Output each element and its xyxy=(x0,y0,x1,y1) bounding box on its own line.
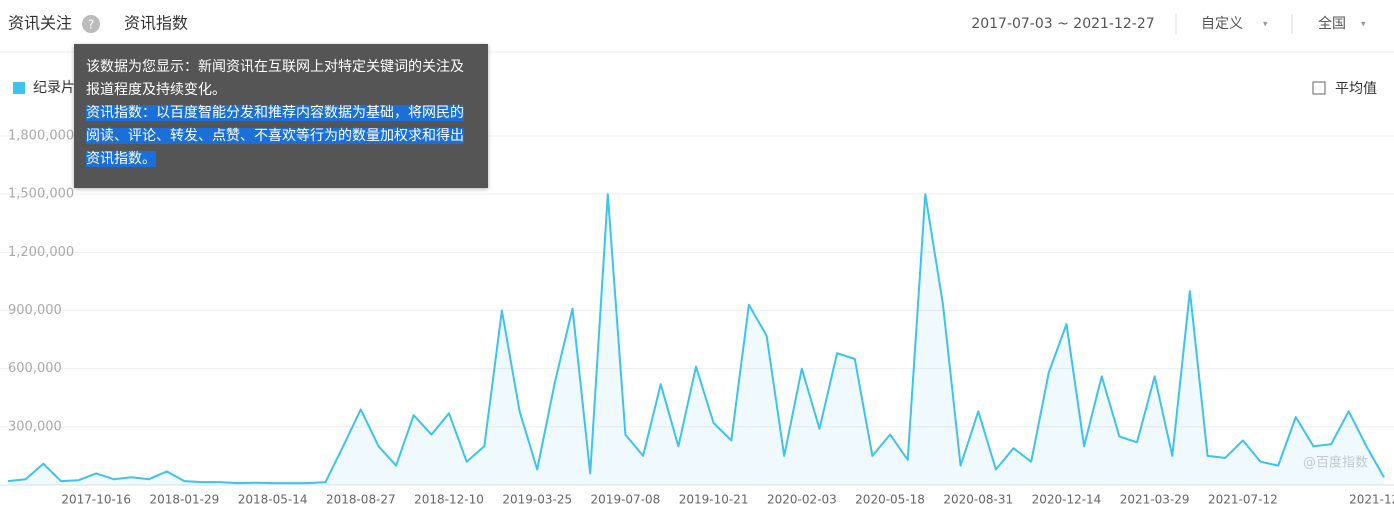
legend-swatch xyxy=(13,82,25,94)
y-tick-label: 600,000 xyxy=(8,361,62,376)
tooltip: 该数据为您显示：新闻资讯在互联网上对特定关键词的关注及报道程度及持续变化。 资讯… xyxy=(74,44,488,188)
average-checkbox[interactable] xyxy=(1312,81,1326,95)
series-line xyxy=(7,193,1385,485)
custom-select[interactable]: 自定义 xyxy=(1201,16,1243,32)
tab-index[interactable]: 资讯指数 xyxy=(124,14,188,33)
tooltip-line1: 该数据为您显示：新闻资讯在互联网上对特定关键词的关注及报道程度及持续变化。 xyxy=(86,59,464,98)
x-tick-label: 2018-12-10 xyxy=(414,493,484,507)
legend-label: 纪录片 xyxy=(33,80,75,96)
date-range[interactable]: 2017-07-03 ~ 2021-12-27 xyxy=(971,16,1154,32)
y-tick-label: 1,500,000 xyxy=(8,187,74,202)
x-tick-label: 2020-08-31 xyxy=(943,493,1013,507)
x-tick-label: 2020-02-03 xyxy=(767,493,837,507)
x-tick-label: 2019-07-08 xyxy=(591,493,661,507)
y-tick-label: 1,800,000 xyxy=(8,129,74,144)
x-tick-label: 2018-05-14 xyxy=(238,493,308,507)
dropdown-arrow: ▾ xyxy=(1361,20,1366,30)
watermark: @百度指数 xyxy=(1303,455,1368,471)
average-label[interactable]: 平均值 xyxy=(1335,81,1377,97)
series-area xyxy=(8,194,1384,485)
y-tick-label: 1,200,000 xyxy=(8,245,74,260)
x-tick-label: 2017-10-16 xyxy=(61,493,131,507)
x-tick-label: 2019-10-21 xyxy=(679,493,749,507)
x-tick-label: 2021-03-29 xyxy=(1120,493,1190,507)
y-tick-label: 900,000 xyxy=(8,303,62,318)
x-tick-label: 2018-08-27 xyxy=(326,493,396,507)
x-tick-label: 2019-03-25 xyxy=(502,493,572,507)
x-tick-label: 2018-01-29 xyxy=(150,493,220,507)
help-icon-bg xyxy=(82,15,100,33)
tooltip-line2: 资讯指数：以百度智能分发和推荐内容数据为基础，将网民的阅读、评论、转发、点赞、不… xyxy=(86,105,464,167)
help-icon[interactable]: ? xyxy=(88,18,94,32)
y-tick-label: 300,000 xyxy=(8,419,62,434)
x-tick-label: 2020-12-14 xyxy=(1032,493,1102,507)
x-tick-label: 2021-12-27 xyxy=(1349,493,1394,507)
tab-follow[interactable]: 资讯关注 xyxy=(8,14,72,33)
dropdown-arrow: ▾ xyxy=(1263,20,1268,30)
x-tick-label: 2020-05-18 xyxy=(855,493,925,507)
region-select[interactable]: 全国 xyxy=(1318,15,1346,32)
x-tick-label: 2021-07-12 xyxy=(1208,493,1278,507)
